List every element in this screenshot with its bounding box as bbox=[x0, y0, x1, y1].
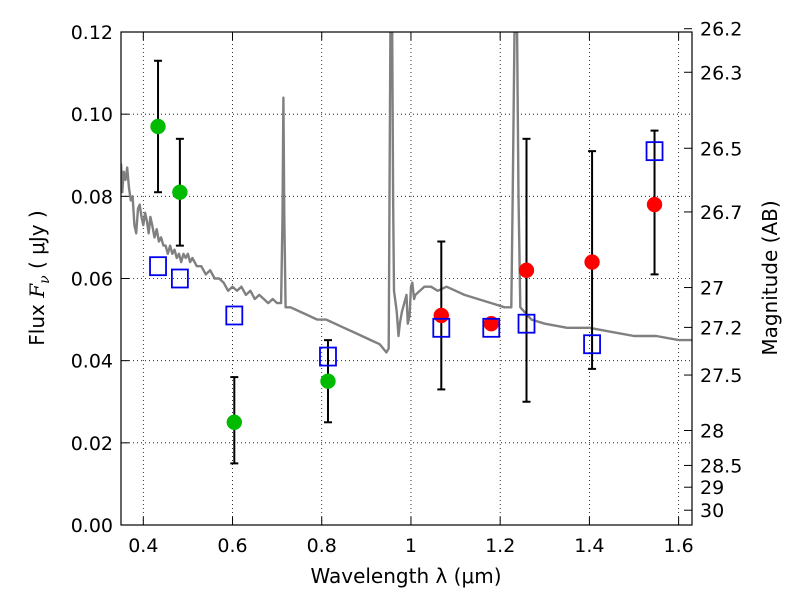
y-tick-label: 0.04 bbox=[71, 351, 113, 373]
green-point bbox=[172, 184, 188, 200]
y2-tick-label: 26.2 bbox=[700, 19, 742, 41]
red-point bbox=[518, 262, 535, 279]
y2-tick-label: 30 bbox=[700, 500, 724, 522]
x-tick-label: 1.6 bbox=[664, 535, 694, 557]
y2-tick-label: 29 bbox=[700, 477, 724, 499]
ticks: 0.4 0.6 0.8 1 1.2 1.4 1.6 0.00 0.02 0.04 0.06 0.08 0… bbox=[71, 19, 743, 557]
red-point bbox=[433, 307, 450, 324]
y2-axis-label: Magnitude (AB) bbox=[758, 200, 782, 355]
green-point bbox=[226, 414, 243, 431]
y2-tick-label: 27.5 bbox=[700, 365, 742, 387]
plot-data bbox=[121, 32, 692, 354]
model-square bbox=[319, 346, 337, 367]
x-tick-label: 1 bbox=[405, 535, 417, 557]
model-square bbox=[517, 313, 536, 334]
y-tick-label: 0.12 bbox=[71, 22, 113, 44]
y2-tick-label: 26.5 bbox=[700, 138, 742, 160]
y2-tick-label: 27 bbox=[700, 278, 724, 300]
y-tick-label: 0.02 bbox=[71, 433, 113, 455]
y-tick-label: 0.10 bbox=[71, 104, 113, 126]
x-axis-label: Wavelength λ (μm) bbox=[310, 564, 501, 588]
model-square bbox=[645, 141, 664, 162]
plot-background bbox=[121, 32, 692, 525]
x-tick-label: 0.6 bbox=[217, 535, 247, 557]
y-axis-label-symbol: F bbox=[25, 283, 49, 299]
y-tick-label: 0.06 bbox=[71, 269, 113, 291]
plot-markers bbox=[149, 59, 664, 465]
x-tick-label: 0.8 bbox=[307, 535, 337, 557]
y2-tick-label: 27.2 bbox=[700, 317, 742, 339]
y2-tick-label: 28.5 bbox=[700, 455, 742, 477]
y-axis-label-subscript: ν bbox=[37, 275, 53, 284]
y2-tick-label: 26.7 bbox=[700, 202, 742, 224]
y2-tick-label: 26.3 bbox=[700, 62, 742, 84]
green-point bbox=[150, 118, 166, 135]
x-tick-label: 1.4 bbox=[574, 535, 604, 557]
y-axis-label: Flux Fν ( μJy ) bbox=[25, 210, 53, 345]
y-tick-label: 0.08 bbox=[71, 186, 113, 208]
y-axis-label-pre: Flux bbox=[25, 298, 49, 346]
model-square bbox=[170, 268, 189, 289]
x-tick-label: 0.4 bbox=[128, 535, 158, 557]
y2-tick-label: 28 bbox=[700, 421, 724, 443]
y-axis-label-post: ( μJy ) bbox=[25, 210, 49, 275]
spectrum-line bbox=[121, 32, 692, 354]
model-square bbox=[482, 317, 501, 338]
model-square bbox=[225, 305, 244, 326]
y-tick-label: 0.00 bbox=[71, 515, 113, 537]
red-point bbox=[646, 196, 663, 213]
model-square bbox=[149, 256, 167, 277]
green-point bbox=[320, 373, 336, 389]
model-square bbox=[583, 334, 601, 355]
red-point bbox=[584, 254, 600, 270]
model-square bbox=[432, 317, 451, 338]
x-tick-label: 1.2 bbox=[485, 535, 515, 557]
